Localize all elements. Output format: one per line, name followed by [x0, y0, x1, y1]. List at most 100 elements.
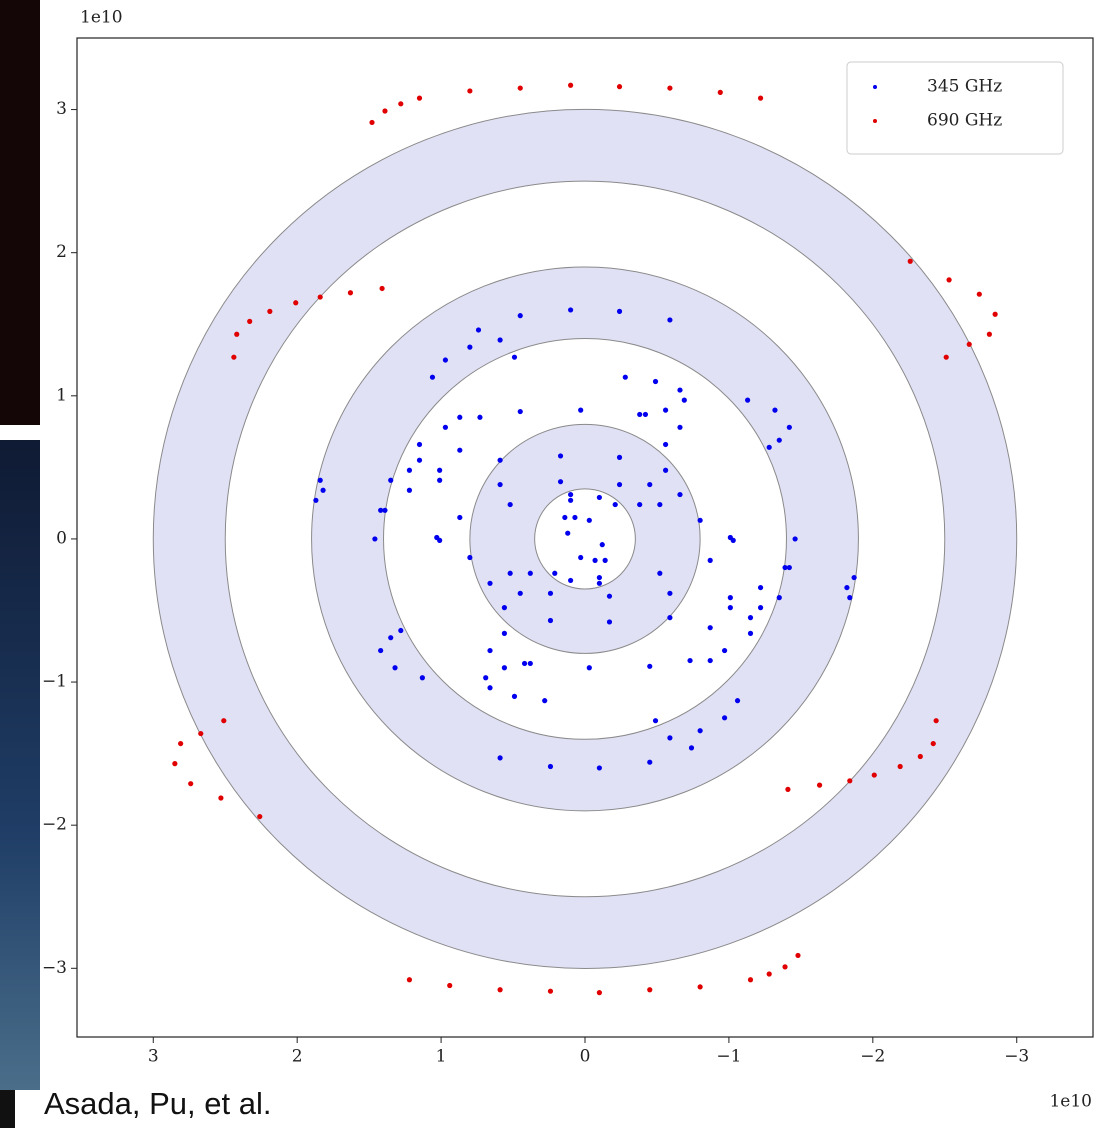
- point: [437, 468, 442, 473]
- point: [407, 977, 412, 982]
- point: [518, 409, 523, 414]
- legend-label: 345 GHz: [927, 77, 1002, 97]
- point: [767, 971, 772, 976]
- point: [708, 625, 713, 630]
- point: [497, 755, 502, 760]
- point: [708, 658, 713, 663]
- point: [597, 990, 602, 995]
- point: [568, 498, 573, 503]
- point: [267, 309, 272, 314]
- point: [718, 90, 723, 95]
- point: [782, 964, 787, 969]
- point: [522, 661, 527, 666]
- point: [388, 478, 393, 483]
- point: [967, 342, 972, 347]
- point: [663, 442, 668, 447]
- y-tick-label: 0: [56, 528, 67, 548]
- point: [378, 648, 383, 653]
- point: [497, 458, 502, 463]
- point: [728, 535, 733, 540]
- point: [565, 531, 570, 536]
- point: [993, 312, 998, 317]
- point: [548, 618, 553, 623]
- point: [667, 317, 672, 322]
- legend-marker: [873, 85, 877, 89]
- point: [382, 108, 387, 113]
- point: [643, 412, 648, 417]
- x-offset-label: 1e10: [1049, 1092, 1092, 1112]
- point: [234, 332, 239, 337]
- point: [785, 787, 790, 792]
- point: [758, 585, 763, 590]
- point: [587, 665, 592, 670]
- point: [548, 764, 553, 769]
- point: [793, 536, 798, 541]
- point: [420, 675, 425, 680]
- point: [600, 542, 605, 547]
- point: [698, 518, 703, 523]
- point: [508, 571, 513, 576]
- y-tick-label: 3: [56, 99, 67, 119]
- point: [231, 355, 236, 360]
- point: [667, 615, 672, 620]
- point: [777, 595, 782, 600]
- point: [758, 605, 763, 610]
- point: [568, 492, 573, 497]
- y-tick-label: −1: [42, 672, 67, 692]
- point: [682, 398, 687, 403]
- point: [497, 987, 502, 992]
- point: [487, 581, 492, 586]
- point: [477, 415, 482, 420]
- point: [417, 458, 422, 463]
- point: [382, 508, 387, 513]
- point: [313, 498, 318, 503]
- point: [512, 355, 517, 360]
- point: [407, 488, 412, 493]
- point: [508, 502, 513, 507]
- point: [218, 795, 223, 800]
- x-tick-label: −1: [716, 1047, 741, 1067]
- side-image: [0, 440, 40, 1090]
- point: [407, 468, 412, 473]
- point: [417, 442, 422, 447]
- point: [728, 605, 733, 610]
- point: [617, 84, 622, 89]
- point: [318, 294, 323, 299]
- point: [487, 648, 492, 653]
- point: [437, 478, 442, 483]
- point: [417, 96, 422, 101]
- point: [637, 412, 642, 417]
- point: [592, 558, 597, 563]
- point: [722, 715, 727, 720]
- point: [528, 661, 533, 666]
- point: [434, 535, 439, 540]
- point: [398, 101, 403, 106]
- point: [578, 555, 583, 560]
- point: [568, 307, 573, 312]
- x-tick-label: 2: [292, 1047, 303, 1067]
- point: [558, 479, 563, 484]
- ring: [312, 267, 859, 811]
- point: [603, 558, 608, 563]
- point: [443, 357, 448, 362]
- side-image: [0, 0, 40, 425]
- point: [817, 783, 822, 788]
- point: [918, 754, 923, 759]
- legend-marker: [873, 119, 877, 123]
- point: [772, 408, 777, 413]
- point: [653, 718, 658, 723]
- point: [787, 425, 792, 430]
- point: [677, 425, 682, 430]
- point: [392, 665, 397, 670]
- point: [698, 728, 703, 733]
- point: [767, 445, 772, 450]
- point: [852, 575, 857, 580]
- axes-frame: [77, 38, 1093, 1037]
- point: [613, 502, 618, 507]
- x-tick-label: 3: [148, 1047, 159, 1067]
- point: [657, 502, 662, 507]
- point: [722, 648, 727, 653]
- x-tick-label: −3: [1004, 1047, 1029, 1067]
- point: [430, 375, 435, 380]
- point: [597, 495, 602, 500]
